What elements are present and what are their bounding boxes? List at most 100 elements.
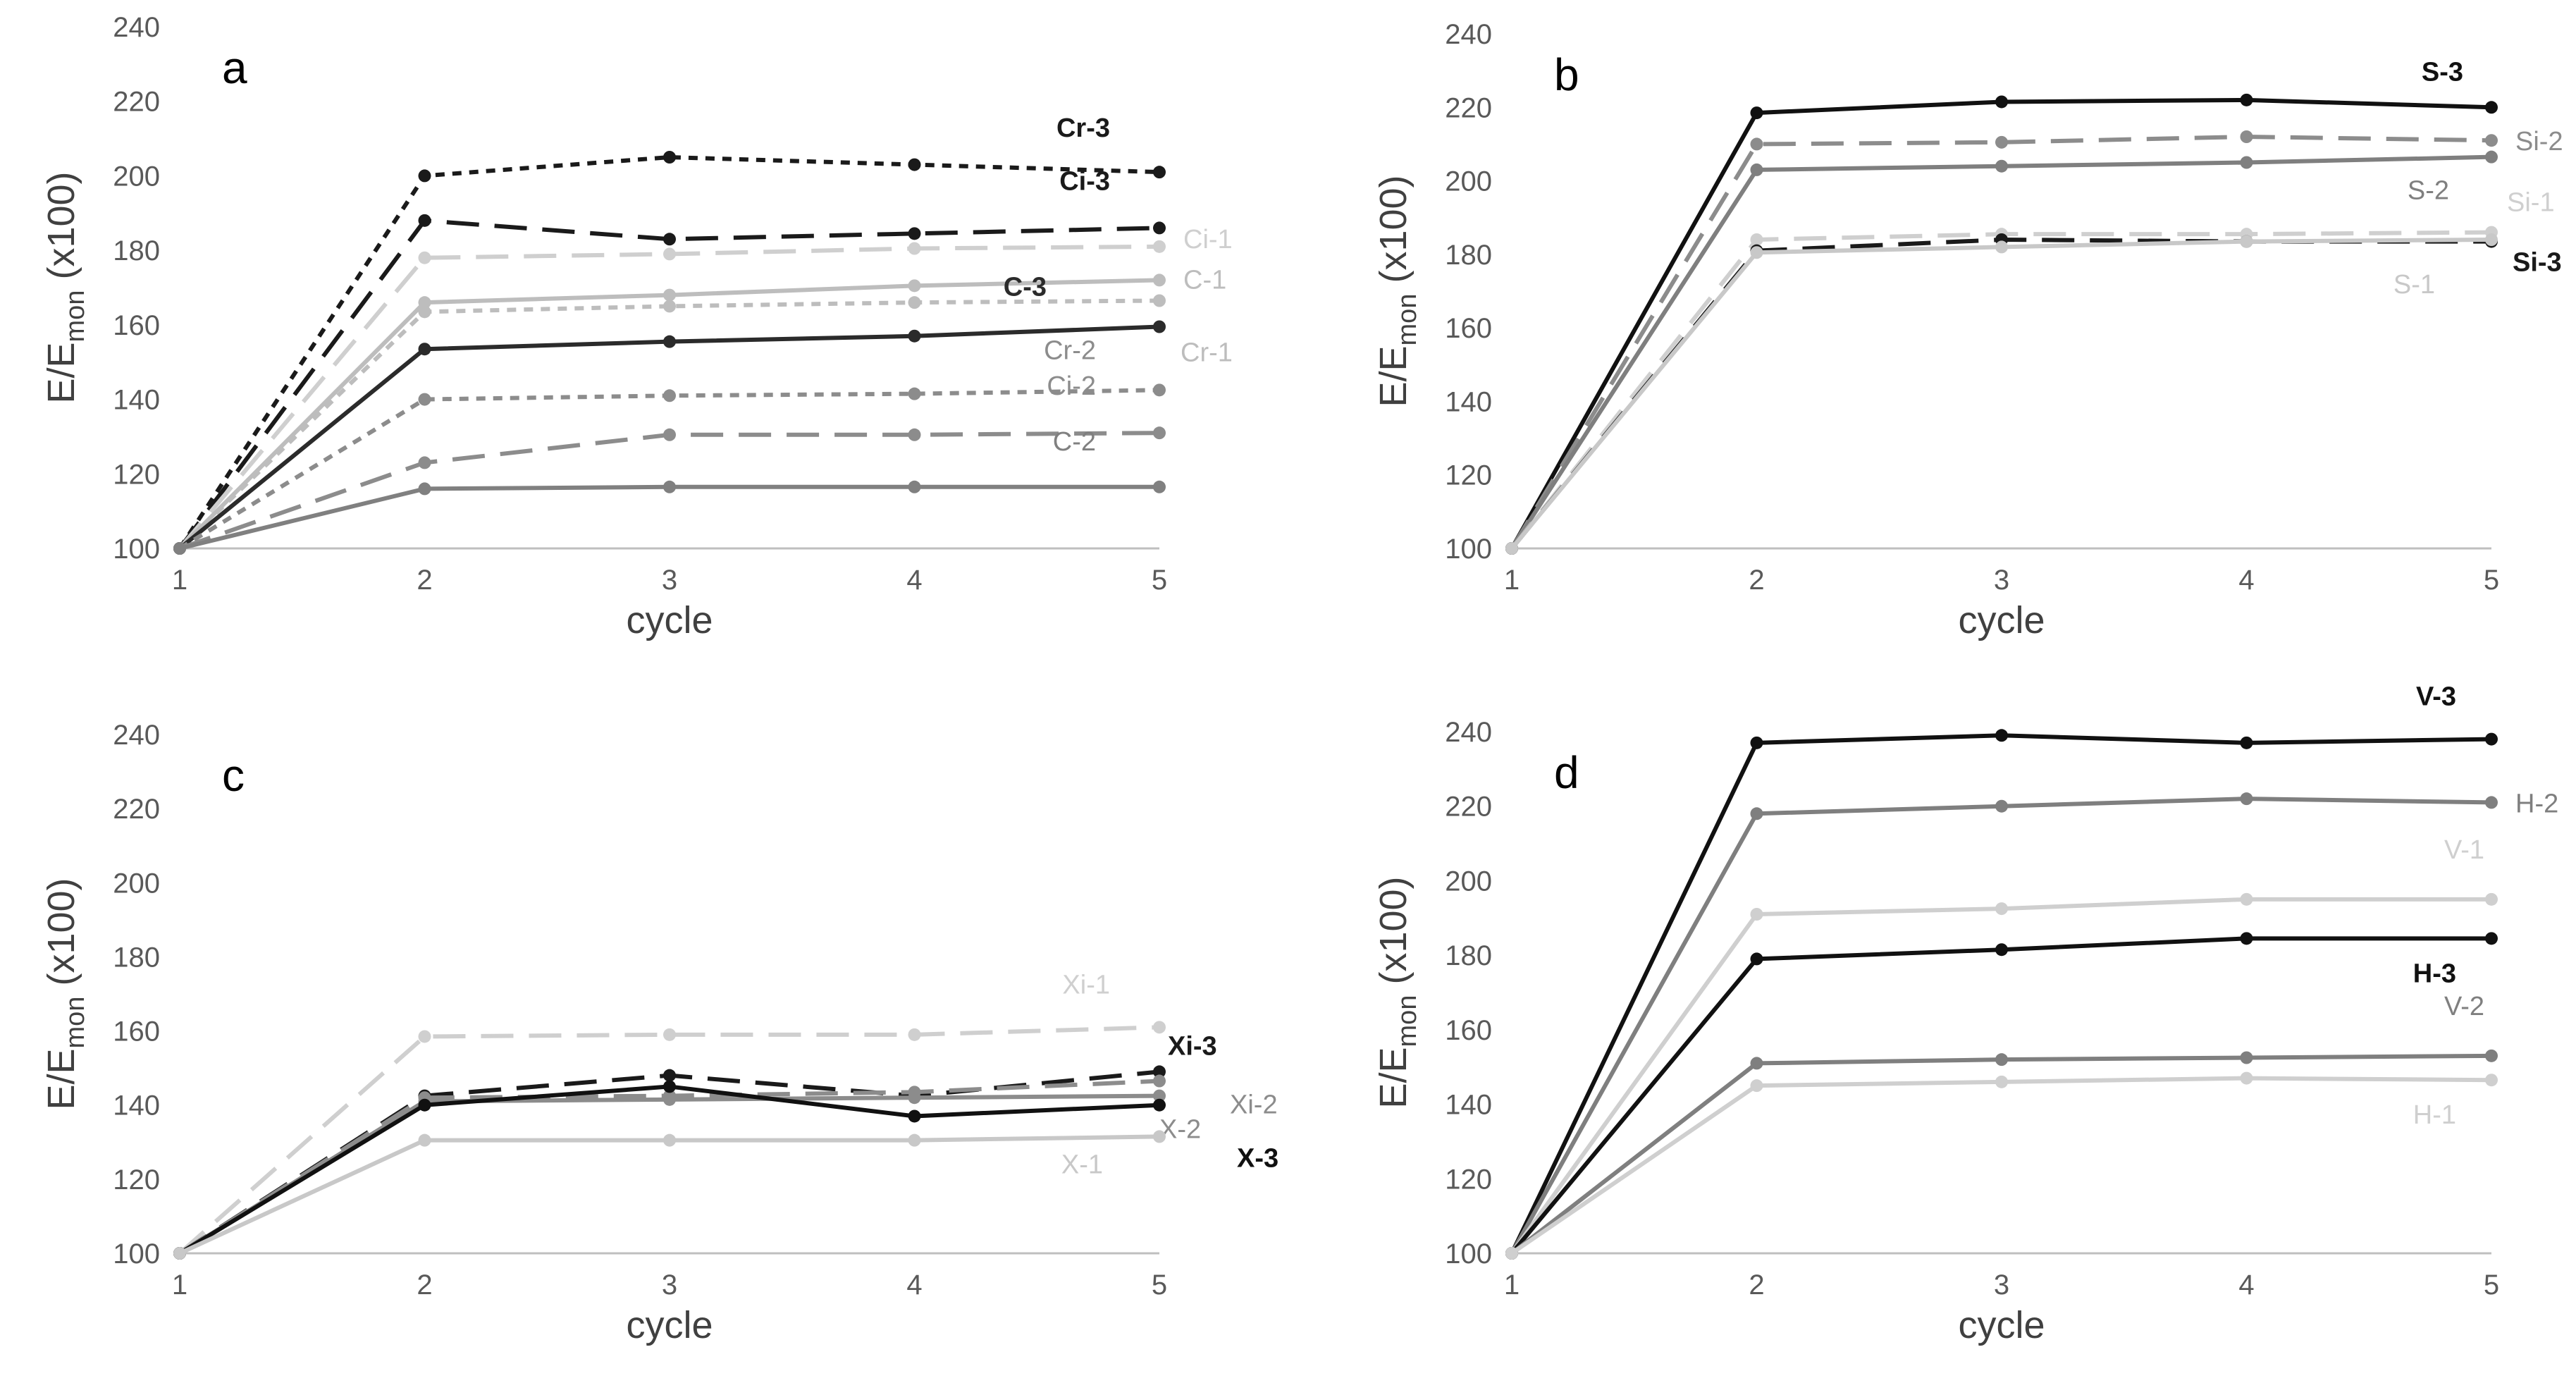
data-point (1153, 1065, 1166, 1078)
y-axis-label: E/Emon (x100) (40, 878, 90, 1110)
data-point (418, 1098, 431, 1112)
data-point (1995, 943, 2008, 957)
data-point (663, 288, 676, 302)
data-point (1153, 240, 1166, 253)
data-point (1153, 294, 1166, 307)
y-axis-label: E/Emon (x100) (1372, 876, 1422, 1108)
panel-c: 100 120 140 160 180 200 220 240 1 2 3 4 5 cycle E/Emon… (40, 720, 1278, 1346)
data-point (908, 296, 921, 309)
data-point (908, 227, 921, 240)
x-tick-label: 1 (1504, 1270, 1520, 1301)
x-tick-label: 1 (172, 565, 187, 596)
series-label: S-3 (2422, 57, 2463, 87)
series-label: Xi-2 (1230, 1090, 1278, 1120)
data-point (1153, 1089, 1166, 1102)
y-tick-label: 120 (113, 459, 160, 490)
data-point (1995, 729, 2008, 742)
y-tick-label: 240 (1445, 19, 1492, 50)
x-tick-label: 5 (2484, 565, 2499, 596)
data-point (1750, 736, 1763, 749)
data-point (2240, 130, 2253, 143)
data-point (1750, 246, 1763, 259)
series-H-3: H-3 (1505, 932, 2498, 1260)
data-point (1750, 952, 1763, 966)
data-point (2240, 932, 2253, 945)
series-S-1: S-1 (1505, 233, 2498, 555)
x-tick-label: 4 (2238, 565, 2254, 596)
data-point (173, 1247, 186, 1260)
data-point (2485, 1074, 2498, 1087)
x-axis-label: cycle (626, 1304, 713, 1346)
data-point (173, 542, 186, 555)
series-label: V-3 (2416, 682, 2456, 712)
x-tick-label: 5 (2484, 1270, 2499, 1301)
series-C-2: C-2 (173, 427, 1166, 555)
y-axis-label-suffix: (x100) (1372, 175, 1415, 293)
data-point (1995, 1075, 2008, 1088)
data-point (1153, 1130, 1166, 1143)
y-tick-label: 200 (113, 868, 160, 899)
y-tick-label: 180 (1445, 940, 1492, 971)
y-tick-label: 240 (113, 720, 160, 751)
data-point (1750, 163, 1763, 176)
data-point (1995, 240, 2008, 254)
x-axis-label: cycle (1958, 1304, 2045, 1346)
series-S-2: S-2 (1505, 150, 2498, 555)
data-point (2240, 1051, 2253, 1064)
data-point (663, 389, 676, 402)
y-tick-label: 100 (113, 534, 160, 565)
series-label: V-1 (2444, 835, 2484, 865)
data-point (1750, 807, 1763, 820)
data-point (2485, 1049, 2498, 1062)
data-point (418, 296, 431, 309)
series-label: X-3 (1237, 1144, 1278, 1174)
data-point (2485, 732, 2498, 746)
data-point (1750, 106, 1763, 120)
data-point (1153, 221, 1166, 235)
series-line (178, 155, 1160, 550)
panel-letter: d (1554, 747, 1579, 798)
series-H-1: H-1 (1505, 1071, 2498, 1260)
series-label: X-2 (1159, 1115, 1201, 1145)
series-label: Cr-1 (1181, 338, 1233, 368)
data-point (2485, 150, 2498, 164)
y-tick-label: 200 (113, 161, 160, 192)
data-point (418, 456, 431, 469)
x-tick-label: 2 (1749, 565, 1764, 596)
data-point (663, 300, 676, 313)
x-tick-label: 4 (906, 1270, 922, 1301)
data-point (418, 393, 431, 406)
y-tick-label: 220 (1445, 92, 1492, 123)
x-tick-label: 2 (417, 1270, 432, 1301)
data-point (418, 1133, 431, 1147)
series-label: C-3 (1004, 273, 1047, 302)
data-point (663, 233, 676, 246)
data-point (2485, 101, 2498, 114)
y-tick-label: 160 (1445, 1015, 1492, 1046)
y-axis-label-subscript: mon (1393, 995, 1422, 1047)
panel-b: 100 120 140 160 180 200 220 240 1 2 3 4 5 cycle E/Emon… (1372, 19, 2563, 641)
data-point (908, 1091, 921, 1105)
series-label: Cr-2 (1044, 336, 1096, 365)
data-point (1995, 95, 2008, 109)
data-point (2240, 235, 2253, 248)
series-label: S-1 (2393, 270, 2435, 300)
x-tick-label: 3 (662, 565, 677, 596)
y-axis-label-main: E/E (40, 1048, 82, 1110)
y-axis-label-subscript: mon (1393, 294, 1422, 346)
y-axis-label-suffix: (x100) (1372, 876, 1415, 995)
data-point (1153, 383, 1166, 397)
series-Cr-1: Cr-1 (173, 294, 1233, 555)
x-tick-label: 5 (1152, 565, 1167, 596)
data-point (2485, 233, 2498, 246)
data-point (418, 169, 431, 183)
y-axis-label-subscript: mon (61, 997, 90, 1049)
series-Cr-2: Cr-2 (173, 336, 1166, 555)
data-point (1153, 480, 1166, 493)
data-point (1995, 902, 2008, 916)
data-point (1750, 137, 1763, 151)
x-tick-label: 2 (1749, 1270, 1764, 1301)
y-tick-label: 140 (113, 385, 160, 416)
